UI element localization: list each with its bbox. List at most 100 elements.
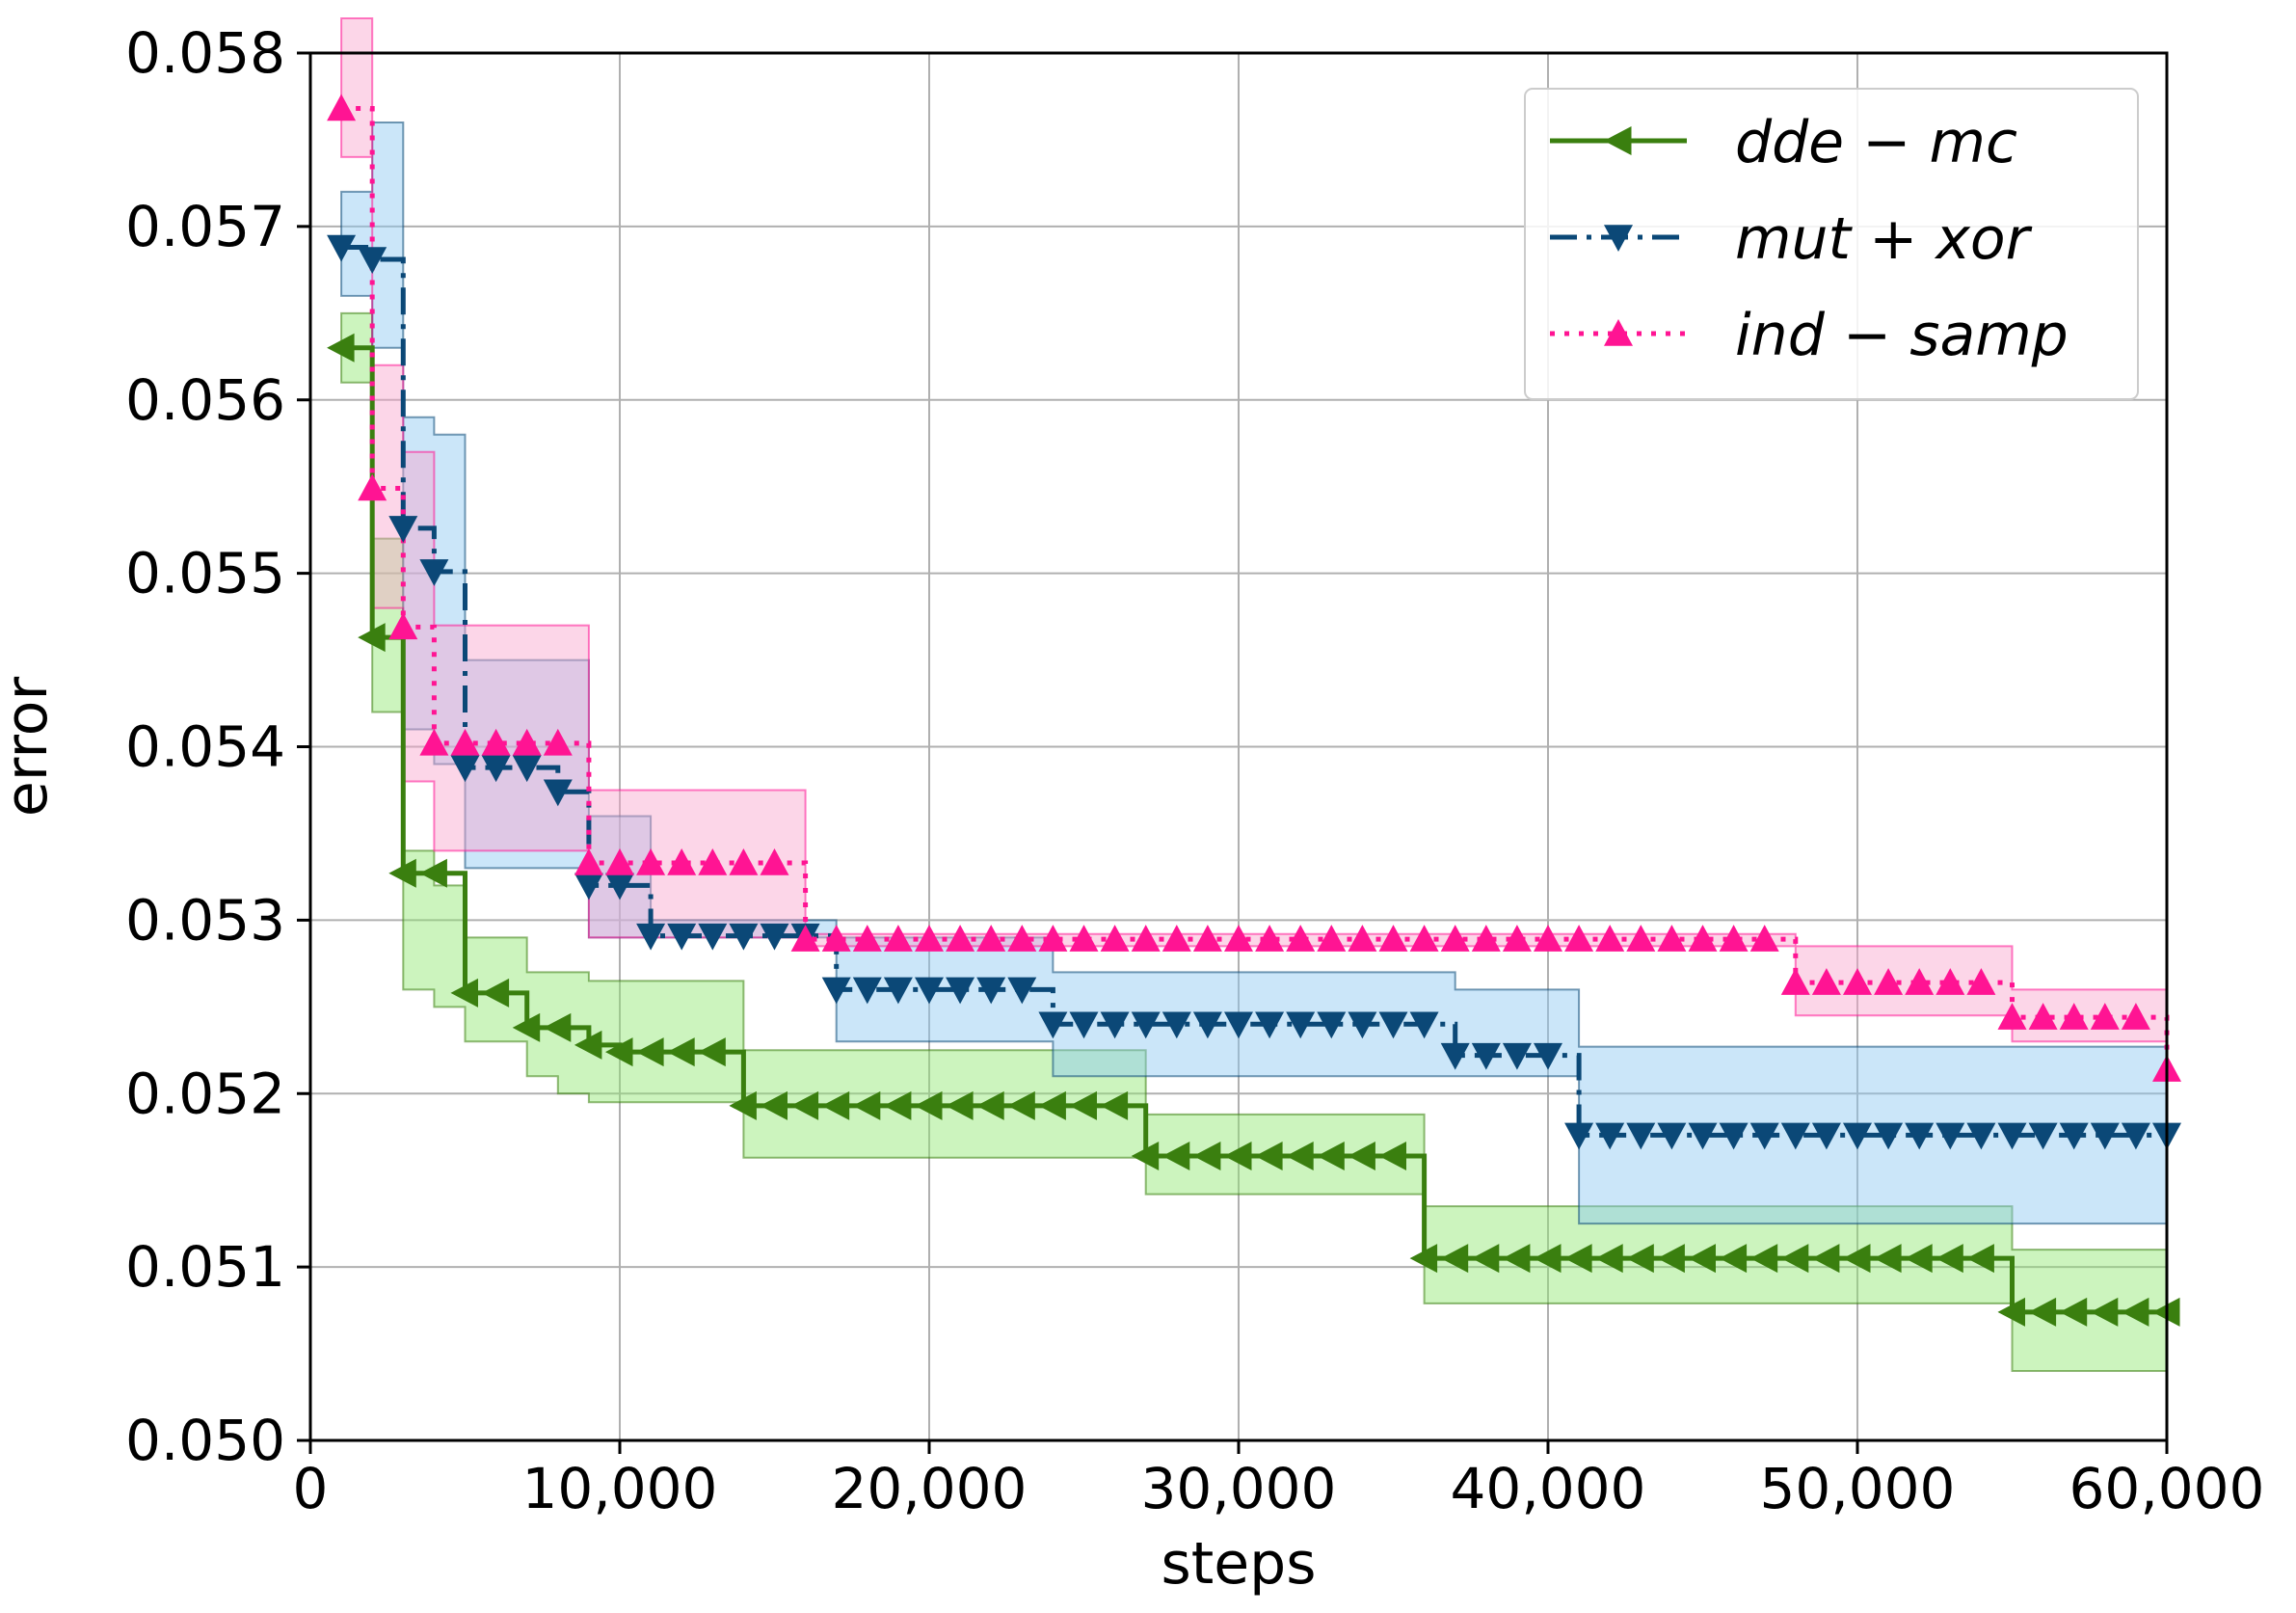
marker-series-1 bbox=[946, 1090, 974, 1120]
marker-series-1 bbox=[358, 623, 386, 653]
marker-series-3 bbox=[2059, 1003, 2089, 1030]
marker-series-1 bbox=[1780, 1244, 1809, 1274]
marker-series-3 bbox=[1595, 925, 1625, 952]
marker-series-1 bbox=[512, 1012, 541, 1042]
line-series-2 bbox=[341, 244, 2167, 1138]
marker-series-2 bbox=[915, 977, 944, 1005]
marker-series-3 bbox=[1905, 968, 1935, 995]
marker-series-1 bbox=[1534, 1244, 1562, 1274]
x-axis-ticks: 0 10,000 20,000 30,000 40,000 50,000 60,000 bbox=[293, 1440, 2264, 1521]
marker-series-1 bbox=[1286, 1142, 1314, 1171]
marker-series-2 bbox=[450, 755, 480, 783]
marker-series-3 bbox=[450, 728, 480, 756]
marker-series-1 bbox=[821, 1090, 850, 1120]
y-tick-label: 0.053 bbox=[125, 887, 285, 953]
marker-series-3 bbox=[2028, 1003, 2058, 1030]
marker-series-3 bbox=[1317, 925, 1347, 952]
marker-series-2 bbox=[821, 977, 851, 1005]
marker-series-1 bbox=[1161, 1142, 1190, 1171]
marker-series-1 bbox=[574, 1030, 602, 1060]
marker-series-3 bbox=[481, 728, 511, 756]
marker-series-1 bbox=[1131, 1142, 1160, 1171]
marker-series-3 bbox=[1688, 925, 1718, 952]
marker-series-1 bbox=[976, 1090, 1004, 1120]
marker-series-1 bbox=[1657, 1244, 1685, 1274]
marker-series-3 bbox=[358, 473, 387, 501]
series-markers bbox=[327, 94, 2181, 1327]
marker-series-2 bbox=[1502, 1042, 1532, 1070]
marker-series-2 bbox=[1966, 1122, 1996, 1150]
x-tick-label: 50,000 bbox=[1760, 1456, 1956, 1521]
y-tick-label: 0.052 bbox=[125, 1061, 285, 1126]
marker-series-2 bbox=[358, 247, 387, 275]
marker-series-1 bbox=[1224, 1142, 1252, 1171]
y-tick-label: 0.055 bbox=[125, 541, 285, 606]
marker-series-3 bbox=[388, 612, 418, 640]
marker-series-1 bbox=[1595, 1244, 1623, 1274]
legend-label-2: mut + xor bbox=[1735, 205, 2033, 273]
marker-series-3 bbox=[1997, 1003, 2027, 1030]
marker-series-3 bbox=[2090, 1003, 2120, 1030]
marker-series-2 bbox=[667, 923, 697, 951]
marker-series-1 bbox=[852, 1090, 881, 1120]
marker-series-2 bbox=[512, 755, 542, 783]
marker-series-1 bbox=[760, 1090, 788, 1120]
y-tick-label: 0.054 bbox=[125, 714, 285, 780]
x-tick-label: 20,000 bbox=[832, 1456, 1028, 1521]
line-series-3 bbox=[341, 106, 2170, 1070]
marker-series-3 bbox=[1440, 925, 1470, 952]
band-series-3 bbox=[340, 17, 2168, 1112]
marker-series-2 bbox=[574, 873, 603, 901]
marker-series-3 bbox=[1874, 968, 1904, 995]
marker-series-2 bbox=[1843, 1122, 1872, 1150]
marker-series-1 bbox=[1874, 1244, 1902, 1274]
x-tick-label: 30,000 bbox=[1141, 1456, 1337, 1521]
marker-series-3 bbox=[729, 848, 759, 875]
marker-series-1 bbox=[2121, 1297, 2149, 1327]
marker-series-3 bbox=[821, 925, 851, 952]
marker-series-3 bbox=[915, 925, 944, 952]
marker-series-2 bbox=[883, 977, 913, 1005]
marker-series-3 bbox=[1749, 925, 1779, 952]
marker-series-2 bbox=[760, 923, 789, 951]
marker-series-1 bbox=[327, 333, 355, 363]
marker-series-1 bbox=[698, 1037, 726, 1067]
marker-series-3 bbox=[760, 848, 789, 875]
marker-series-2 bbox=[1936, 1122, 1965, 1150]
marker-series-2 bbox=[1657, 1122, 1687, 1150]
marker-series-2 bbox=[636, 923, 666, 951]
marker-series-3 bbox=[1534, 925, 1562, 952]
marker-series-3 bbox=[1131, 925, 1161, 952]
marker-series-1 bbox=[1564, 1244, 1592, 1274]
marker-series-3 bbox=[852, 925, 882, 952]
marker-series-2 bbox=[946, 977, 975, 1005]
marker-series-3 bbox=[976, 925, 1006, 952]
marker-series-2 bbox=[2090, 1122, 2120, 1150]
y-tick-label: 0.056 bbox=[125, 367, 285, 433]
legend-label-3: ind − samp bbox=[1735, 302, 2069, 369]
marker-series-3 bbox=[1780, 968, 1810, 995]
marker-series-1 bbox=[2059, 1297, 2088, 1327]
marker-series-3 bbox=[1471, 925, 1501, 952]
legend: dde − mc mut + xor ind − samp bbox=[1524, 88, 2139, 400]
marker-series-2 bbox=[1471, 1042, 1501, 1070]
marker-series-2 bbox=[1348, 1011, 1377, 1039]
marker-series-2 bbox=[419, 559, 449, 586]
marker-series-2 bbox=[1192, 1011, 1222, 1039]
marker-series-2 bbox=[1378, 1011, 1408, 1039]
marker-series-1 bbox=[1688, 1244, 1716, 1274]
marker-series-1 bbox=[1719, 1244, 1748, 1274]
marker-series-3 bbox=[543, 728, 573, 756]
marker-series-3 bbox=[1564, 925, 1594, 952]
marker-series-2 bbox=[1905, 1122, 1935, 1150]
marker-series-1 bbox=[1348, 1142, 1375, 1171]
marker-series-1 bbox=[667, 1037, 695, 1067]
marker-series-1 bbox=[1749, 1244, 1778, 1274]
y-tick-label: 0.050 bbox=[125, 1408, 285, 1473]
marker-series-3 bbox=[1007, 925, 1037, 952]
marker-series-3 bbox=[1255, 925, 1285, 952]
x-tick-label: 0 bbox=[293, 1456, 329, 1521]
marker-series-1 bbox=[1811, 1244, 1840, 1274]
marker-series-2 bbox=[1409, 1011, 1439, 1039]
marker-series-2 bbox=[1100, 1011, 1130, 1039]
